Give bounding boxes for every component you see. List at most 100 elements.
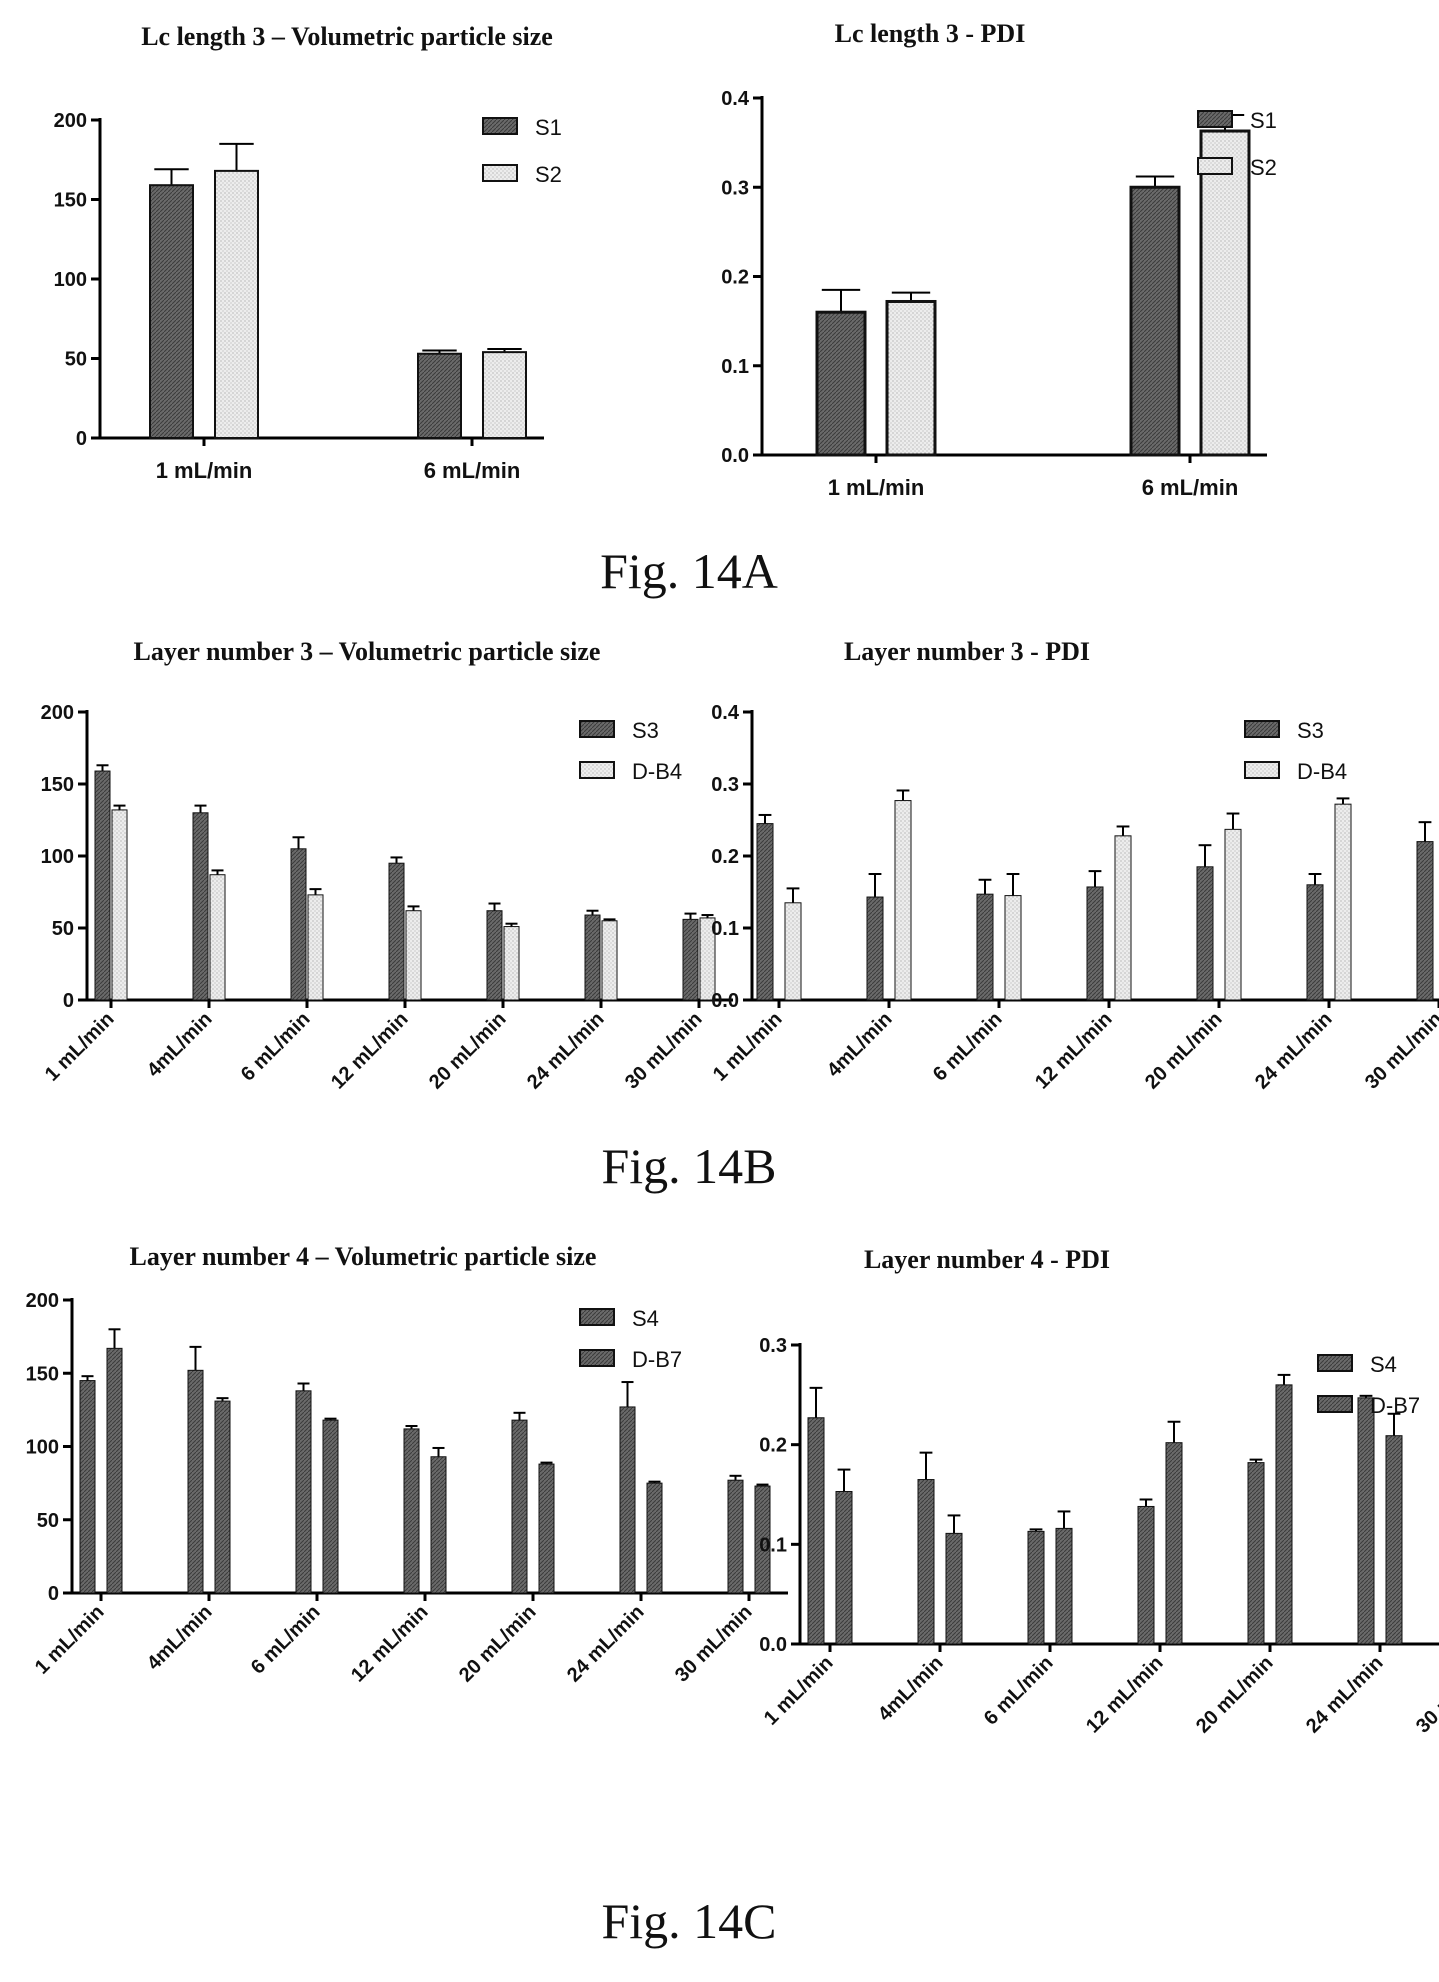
legend-label: S3 bbox=[1297, 718, 1324, 743]
chart-layer-4-pdi: Layer number 4 - PDI 0.0 0.1 0.2 0.3 1 mL/min… bbox=[759, 1245, 1439, 1737]
x-tick-label: 12 mL/min bbox=[327, 1008, 413, 1094]
x-tick-label: 30 mL/min bbox=[621, 1008, 707, 1094]
chart-title: Layer number 4 – Volumetric particle siz… bbox=[130, 1242, 597, 1271]
bar-d-b4 bbox=[503, 926, 520, 1001]
bar-s4 bbox=[917, 1479, 935, 1645]
y-tick-label: 0.2 bbox=[721, 267, 749, 289]
bar-s4 bbox=[79, 1380, 96, 1594]
legend-swatch bbox=[482, 117, 518, 135]
y-tick-label: 50 bbox=[37, 1510, 59, 1532]
legend-label: S4 bbox=[632, 1306, 659, 1331]
chart-title: Lc length 3 – Volumetric particle size bbox=[141, 22, 553, 51]
x-tick-label: 20 mL/min bbox=[425, 1008, 511, 1094]
bar-s2 bbox=[1199, 129, 1251, 457]
legend-swatch bbox=[1244, 761, 1280, 779]
bar-s1 bbox=[815, 310, 867, 457]
y-tick-label: 0 bbox=[76, 428, 87, 450]
bar-d-b4 bbox=[1334, 803, 1352, 1001]
bar-d-b4 bbox=[601, 920, 618, 1001]
y-tick-label: 0.0 bbox=[759, 1634, 787, 1656]
x-tick-label: 1 mL/min bbox=[31, 1601, 109, 1679]
bar-d-b4 bbox=[699, 917, 716, 1001]
y-tick-label: 150 bbox=[26, 1363, 59, 1385]
x-tick-label: 6 mL/min bbox=[1142, 475, 1239, 500]
chart-layer-4-particle-size: Layer number 4 – Volumetric particle siz… bbox=[26, 1242, 788, 1686]
bar-s2 bbox=[214, 169, 259, 439]
bar-d-b4 bbox=[784, 902, 802, 1001]
bar-s4 bbox=[1247, 1462, 1265, 1645]
x-tick-label: 1 mL/min bbox=[156, 458, 253, 483]
bar-s4 bbox=[511, 1419, 528, 1594]
x-tick-label: 4mL/min bbox=[874, 1652, 948, 1726]
bar-d-b4 bbox=[405, 910, 422, 1001]
bar-s4 bbox=[619, 1406, 636, 1594]
chart-layer-3-pdi: Layer number 3 - PDI 0.0 0.1 0.2 0.3 0.4 1 mL/… bbox=[709, 637, 1439, 1093]
bar-d-b4 bbox=[209, 874, 226, 1001]
y-tick-label: 0.1 bbox=[759, 1534, 787, 1556]
legend-label: D-B4 bbox=[632, 759, 682, 784]
y-tick-label: 100 bbox=[26, 1437, 59, 1459]
legend-label: S1 bbox=[1250, 108, 1277, 133]
figure-caption-14b: Fig. 14B bbox=[601, 1138, 776, 1194]
bar-s3 bbox=[866, 896, 884, 1001]
legend-swatch bbox=[1244, 720, 1280, 738]
figure-caption-14a: Fig. 14A bbox=[600, 543, 778, 599]
x-tick-label: 4mL/min bbox=[143, 1601, 217, 1675]
bar-d-b4 bbox=[111, 809, 128, 1001]
bar-s3 bbox=[486, 910, 503, 1001]
bar-d-b7 bbox=[1385, 1435, 1403, 1645]
legend-swatch bbox=[579, 1349, 615, 1367]
x-tick-label: 12 mL/min bbox=[1082, 1652, 1168, 1738]
bar-d-b7 bbox=[1275, 1384, 1293, 1645]
x-tick-label: 1 mL/min bbox=[709, 1008, 787, 1086]
x-tick-label: 24 mL/min bbox=[523, 1008, 609, 1094]
y-tick-label: 200 bbox=[54, 110, 87, 132]
legend-swatch bbox=[1317, 1354, 1353, 1372]
x-tick-label: 30 mL/min bbox=[671, 1601, 757, 1687]
y-tick-label: 0.2 bbox=[759, 1435, 787, 1457]
x-tick-label: 6 mL/min bbox=[237, 1008, 315, 1086]
bar-s2 bbox=[885, 299, 937, 457]
x-tick-label: 1 mL/min bbox=[41, 1008, 119, 1086]
bar-s3 bbox=[584, 914, 601, 1001]
chart-title: Layer number 4 - PDI bbox=[864, 1245, 1110, 1274]
legend-label: D-B7 bbox=[1370, 1393, 1420, 1418]
y-tick-label: 50 bbox=[52, 918, 74, 940]
chart-title: Lc length 3 - PDI bbox=[835, 19, 1026, 48]
bar-s3 bbox=[388, 862, 405, 1001]
bar-s3 bbox=[1196, 866, 1214, 1001]
y-tick-label: 200 bbox=[26, 1290, 59, 1312]
x-tick-label: 6 mL/min bbox=[424, 458, 521, 483]
x-tick-label: 6 mL/min bbox=[980, 1652, 1058, 1730]
bar-s4 bbox=[187, 1369, 204, 1594]
bar-s3 bbox=[1416, 841, 1434, 1001]
figure-caption-14c: Fig. 14C bbox=[601, 1893, 776, 1949]
bar-s3 bbox=[1086, 886, 1104, 1001]
legend-swatch bbox=[579, 720, 615, 738]
x-tick-label: 20 mL/min bbox=[455, 1601, 541, 1687]
bar-s1 bbox=[417, 352, 462, 440]
bar-d-b7 bbox=[322, 1419, 339, 1594]
x-tick-label: 1 mL/min bbox=[828, 475, 925, 500]
x-tick-label: 30 mL/min bbox=[1412, 1652, 1439, 1738]
y-tick-label: 0 bbox=[63, 990, 74, 1012]
bar-s3 bbox=[976, 893, 994, 1001]
y-tick-label: 50 bbox=[65, 349, 87, 371]
x-tick-label: 24 mL/min bbox=[1251, 1008, 1337, 1094]
x-tick-label: 12 mL/min bbox=[347, 1601, 433, 1687]
bar-d-b7 bbox=[754, 1485, 771, 1594]
bar-s3 bbox=[94, 770, 111, 1001]
bar-d-b4 bbox=[1224, 828, 1242, 1001]
legend-label: S1 bbox=[535, 115, 562, 140]
legend-label: D-B7 bbox=[632, 1347, 682, 1372]
legend-swatch bbox=[1197, 157, 1233, 175]
chart-lc-length-3-pdi: Lc length 3 - PDI 0.0 0.1 0.2 0.3 0.4 1 mL/min… bbox=[721, 19, 1277, 500]
bar-d-b7 bbox=[430, 1456, 447, 1594]
y-tick-label: 0.4 bbox=[721, 88, 750, 110]
bar-d-b7 bbox=[106, 1347, 123, 1594]
bar-s3 bbox=[290, 848, 307, 1001]
bar-s4 bbox=[727, 1479, 744, 1594]
bar-s4 bbox=[807, 1417, 825, 1645]
x-tick-label: 20 mL/min bbox=[1192, 1652, 1278, 1738]
bar-s3 bbox=[756, 823, 774, 1001]
